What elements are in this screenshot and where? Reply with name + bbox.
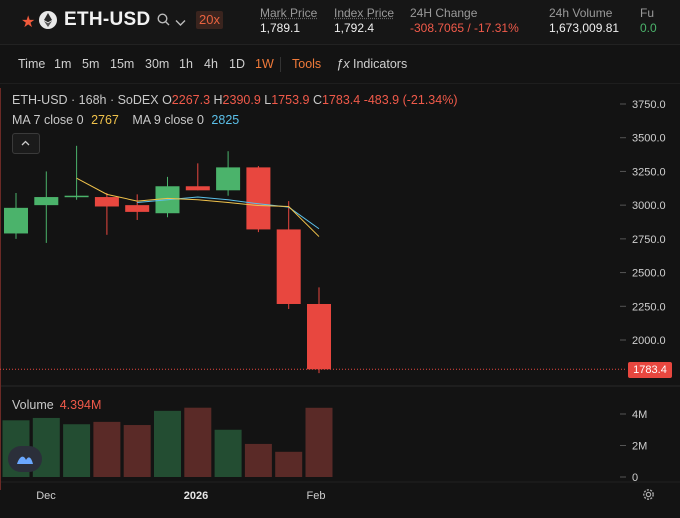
- low-value: 1753.9: [271, 93, 310, 107]
- candle-body[interactable]: [307, 303, 331, 370]
- tools-button[interactable]: Tools: [292, 57, 322, 71]
- volume-bar[interactable]: [214, 429, 242, 477]
- legend-title: ETH-USD · 168h · SoDEX: [12, 93, 159, 107]
- volume-bar[interactable]: [305, 407, 333, 477]
- price-chart[interactable]: 3750.0 3500.0 3250.0 3000.0 2750.0 2500.0 2250…: [0, 88, 680, 518]
- candle-body[interactable]: [216, 167, 241, 191]
- last-price-tag: 1783.4: [628, 362, 672, 378]
- mark-price-stat: Mark Price 1,789.1: [260, 6, 317, 35]
- price-tick-label: 3500.0: [632, 133, 666, 145]
- ma7-value: 2767: [91, 113, 119, 127]
- mark-price-value: 1,789.1: [260, 21, 301, 35]
- low-label: L: [264, 93, 272, 107]
- tf-time[interactable]: Time: [18, 57, 46, 71]
- indicators-button[interactable]: Indicators: [353, 57, 408, 71]
- candle-body[interactable]: [94, 197, 119, 207]
- volume-bar[interactable]: [93, 421, 121, 477]
- volume-label: Volume: [12, 398, 54, 412]
- chart-toolbar: Time 1m 5m 15m 30m 1h 4h 1D 1W Tools ƒx …: [0, 45, 680, 84]
- collapse-legend-button[interactable]: [12, 133, 40, 154]
- tf-5m[interactable]: 5m: [82, 57, 100, 71]
- volume-legend: Volume 4.394M: [12, 398, 101, 412]
- chart-logo-badge[interactable]: [8, 446, 42, 472]
- eth-logo-icon: [39, 11, 57, 29]
- chevron-down-icon[interactable]: [175, 14, 186, 32]
- candle-body[interactable]: [34, 197, 59, 206]
- funding-value: 0.0: [640, 21, 657, 35]
- favorite-star-icon[interactable]: ★: [21, 14, 36, 31]
- time-tick-label: Feb: [307, 490, 326, 502]
- 24h-change-label: 24H Change: [410, 6, 478, 20]
- ma7-label: MA 7 close 0: [12, 113, 84, 127]
- ma9-label: MA 9 close 0: [132, 113, 204, 127]
- candle-body[interactable]: [4, 207, 28, 234]
- ohlc-legend: ETH-USD · 168h · SoDEX O2267.3 H2390.9 L…: [12, 93, 458, 107]
- funding-label: Fu: [640, 6, 655, 20]
- price-tick-label: 2750.0: [632, 234, 666, 246]
- price-tick-label: 3250.0: [632, 166, 666, 178]
- volume-bar[interactable]: [184, 407, 212, 477]
- price-tick-label: 3750.0: [632, 99, 666, 111]
- chevron-up-icon: [21, 140, 30, 146]
- volume-tick-label: 2M: [632, 441, 647, 453]
- volume-tick-label: 0: [632, 472, 638, 484]
- high-value: 2390.9: [222, 93, 261, 107]
- tf-1d[interactable]: 1D: [229, 57, 245, 71]
- index-price-value: 1,792.4: [334, 21, 375, 35]
- ma7-line: [137, 197, 320, 237]
- time-tick-label: Dec: [36, 490, 56, 502]
- 24h-volume-value: 1,673,009.81: [549, 21, 620, 35]
- close-value: 1783.4: [321, 93, 361, 107]
- function-icon[interactable]: ƒx: [336, 56, 350, 71]
- leverage-badge[interactable]: 20x: [196, 11, 223, 29]
- price-tick-label: 2500.0: [632, 268, 666, 280]
- high-label: H: [213, 93, 223, 107]
- volume-bar[interactable]: [154, 410, 181, 477]
- 24h-volume-stat: 24h Volume 1,673,009.81: [549, 6, 619, 35]
- candle-body[interactable]: [246, 167, 271, 230]
- index-price-label: Index Price: [334, 6, 395, 20]
- time-tick-label: 2026: [184, 490, 208, 502]
- candle-change: -483.9 (-21.34%): [363, 93, 458, 107]
- volume-bar[interactable]: [275, 451, 303, 477]
- price-tick-label: 2000.0: [632, 335, 666, 347]
- candle-body[interactable]: [276, 229, 301, 304]
- tf-15m[interactable]: 15m: [110, 57, 135, 71]
- 24h-change-stat: 24H Change -308.7065 / -17.31%: [410, 6, 519, 35]
- 24h-volume-label: 24h Volume: [549, 6, 613, 20]
- tf-30m[interactable]: 30m: [145, 57, 170, 71]
- close-label: C: [312, 93, 322, 107]
- ma9-value: 2825: [211, 113, 240, 127]
- candle-body[interactable]: [125, 205, 150, 212]
- tf-1m[interactable]: 1m: [54, 57, 72, 71]
- volume-tick-label: 4M: [632, 409, 647, 421]
- candle-body[interactable]: [185, 186, 210, 191]
- 24h-change-value: -308.7065 / -17.31%: [410, 21, 519, 35]
- search-icon[interactable]: [157, 13, 170, 31]
- volume-bar[interactable]: [244, 443, 272, 477]
- index-price-stat: Index Price 1,792.4: [334, 6, 394, 35]
- open-label: O: [162, 93, 172, 107]
- volume-bar[interactable]: [123, 425, 151, 477]
- tf-1w[interactable]: 1W: [255, 57, 274, 71]
- volume-value: 4.394M: [59, 398, 102, 412]
- header-bar: ★ ETH-USD 20x Mark Price 1,789.1 Index P…: [0, 0, 680, 45]
- price-tick-label: 3000.0: [632, 200, 666, 212]
- settings-gear-icon[interactable]: [641, 487, 656, 507]
- price-tick-label: 2250.0: [632, 301, 666, 313]
- candle-body[interactable]: [64, 195, 89, 198]
- ma-legend: MA 7 close 0 2767 MA 9 close 0 2825: [12, 113, 239, 127]
- tf-1h[interactable]: 1h: [179, 57, 193, 71]
- mark-price-label: Mark Price: [260, 6, 318, 20]
- mountain-logo-icon: [17, 456, 33, 464]
- open-value: 2267.3: [171, 93, 211, 107]
- funding-stat: Fu 0.0: [640, 6, 680, 35]
- volume-bar[interactable]: [63, 424, 91, 477]
- market-symbol[interactable]: ETH-USD: [64, 9, 151, 30]
- ma7-line-start: [76, 177, 138, 202]
- toolbar-divider: [280, 57, 281, 72]
- tf-4h[interactable]: 4h: [204, 57, 218, 71]
